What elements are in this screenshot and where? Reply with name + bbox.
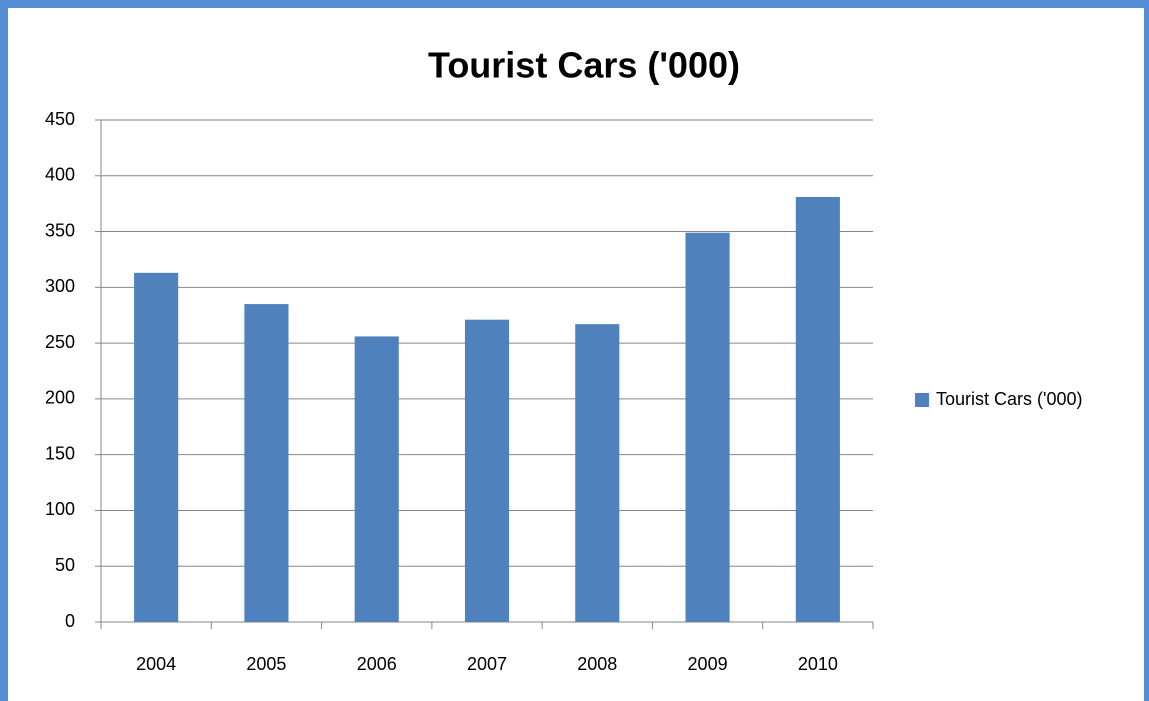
y-tick-label: 300: [45, 276, 75, 296]
x-tick-label: 2010: [798, 654, 838, 674]
y-tick-label: 400: [45, 165, 75, 185]
bar: [354, 336, 399, 622]
legend-label: Tourist Cars ('000): [936, 389, 1082, 409]
y-tick-label: 350: [45, 220, 75, 240]
bar: [575, 324, 620, 622]
bar: [464, 319, 510, 622]
bar: [685, 232, 730, 622]
y-tick-label: 50: [55, 555, 75, 575]
x-tick-label: 2008: [577, 654, 617, 674]
y-tick-label: 250: [45, 332, 75, 352]
chart-title: Tourist Cars ('000): [428, 45, 740, 86]
y-tick-label: 150: [45, 443, 75, 463]
y-tick-label: 100: [45, 499, 75, 519]
x-tick-label: 2009: [688, 654, 728, 674]
y-tick-label: 0: [65, 611, 75, 631]
bar: [244, 304, 289, 622]
x-tick-label: 2007: [467, 654, 507, 674]
y-tick-label: 450: [45, 109, 75, 129]
bar: [134, 272, 179, 622]
bar: [795, 196, 840, 622]
x-tick-label: 2004: [136, 654, 176, 674]
x-tick-label: 2005: [246, 654, 286, 674]
legend-swatch: [915, 393, 929, 407]
y-tick-label: 200: [45, 388, 75, 408]
x-tick-label: 2006: [357, 654, 397, 674]
